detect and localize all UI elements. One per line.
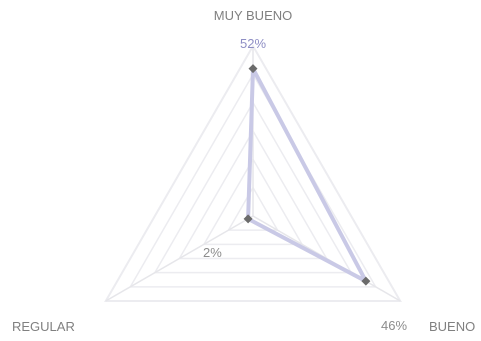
grid-ring <box>202 157 304 246</box>
radar-labels: MUY BUENO BUENO REGULAR 52% 46% 2% <box>12 8 475 334</box>
category-label: MUY BUENO <box>214 8 293 23</box>
data-point-marker <box>361 276 371 286</box>
grid-ring <box>178 129 328 260</box>
category-label: BUENO <box>429 319 475 334</box>
data-point-marker <box>248 64 258 74</box>
radar-series <box>246 66 368 284</box>
data-value-label: 52% <box>240 36 266 51</box>
series-line <box>246 66 368 284</box>
radar-markers <box>243 64 371 286</box>
data-point-marker <box>243 214 253 224</box>
grid-ring <box>153 101 353 274</box>
data-value-label: 2% <box>203 245 222 260</box>
grid-ring <box>104 43 402 302</box>
axis-spoke <box>105 215 254 302</box>
category-label: REGULAR <box>12 319 75 334</box>
data-value-label: 46% <box>381 318 407 333</box>
grid-ring <box>227 186 279 231</box>
